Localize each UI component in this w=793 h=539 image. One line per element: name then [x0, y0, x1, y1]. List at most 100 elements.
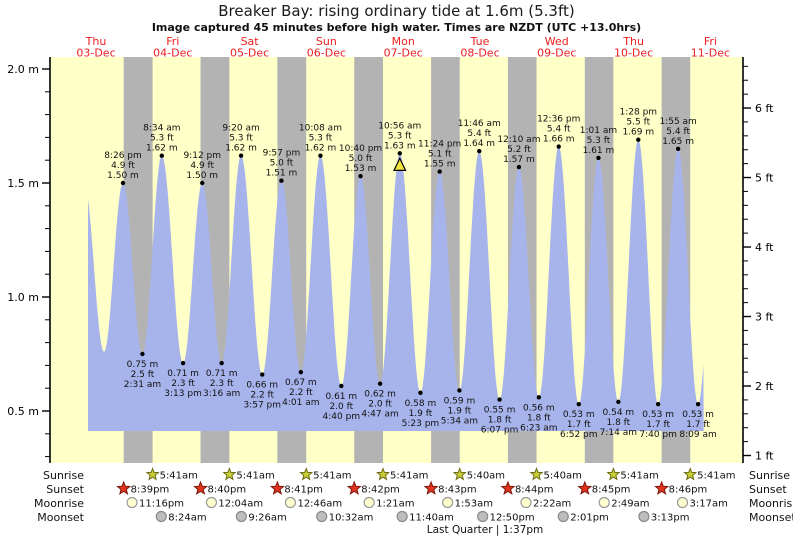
sunrise-icon — [376, 467, 390, 481]
tide-extreme-low: 0.66 m2.2 ft3:57 pm — [243, 372, 281, 411]
moonset-entry: 9:26am — [235, 510, 287, 523]
tide-extreme-annotation: 8:09 am — [679, 430, 716, 440]
moonset-time: 9:26am — [248, 512, 286, 523]
tide-extreme-annotation: 1.55 m — [424, 160, 456, 170]
tide-extreme-dot — [536, 395, 542, 400]
sunset-icon — [116, 480, 132, 495]
tide-extreme-annotation: 7:40 pm — [639, 430, 677, 440]
tide-extreme-annotation: 5.0 ft — [349, 154, 373, 164]
tide-extreme-annotation: 7:14 am — [600, 428, 637, 438]
tide-extreme-annotation: 1.8 ft — [527, 413, 551, 423]
sunset-icon — [193, 480, 208, 495]
tide-extreme-dot — [616, 399, 621, 405]
sunset-time: 8:45pm — [592, 484, 631, 495]
moonrise-entry: 12:04am — [205, 496, 263, 509]
tide-extreme-annotation: 0.62 m — [364, 390, 396, 400]
tide-extreme-annotation: 2.2 ft — [289, 388, 313, 398]
tide-extreme-annotation: 1.62 m — [305, 144, 337, 154]
sunrise-icon — [222, 467, 237, 481]
day-name: Wed — [545, 35, 569, 48]
tide-extreme-annotation: 0.53 m — [563, 410, 595, 420]
tide-extreme-low: 0.61 m2.0 ft4:40 pm — [323, 383, 360, 422]
day-date: 09-Dec — [537, 47, 576, 60]
moonrise-icon — [126, 496, 138, 509]
day-date: 07-Dec — [384, 47, 423, 60]
tide-extreme-annotation: 6:52 pm — [560, 430, 598, 440]
tide-extreme-annotation: 1.62 m — [225, 144, 257, 154]
moonset-time: 3:13pm — [651, 512, 690, 523]
tide-extreme-annotation: 8:26 pm — [104, 151, 142, 161]
tide-extreme-annotation: 1.50 m — [107, 171, 139, 181]
tide-extreme-annotation: 1.7 ft — [567, 420, 591, 430]
moonset-icon — [557, 510, 569, 523]
tide-extreme-dot — [298, 370, 304, 375]
day-name: Sun — [316, 35, 337, 48]
tide-extreme-annotation: 1.62 m — [146, 144, 178, 154]
tide-extreme-annotation: 12:10 am — [497, 135, 540, 145]
sunset-row-label-right: Sunset — [749, 483, 787, 496]
sunset-time: 8:40pm — [208, 484, 247, 495]
y-axis-label-ft: 3 ft — [755, 311, 774, 324]
tide-extreme-annotation: 4:01 am — [282, 398, 319, 408]
sunrise-time: 5:41am — [620, 470, 658, 481]
tide-extreme-high: 9:20 am5.3 ft1.62 m — [222, 124, 260, 158]
tide-extreme-annotation: 0.53 m — [682, 410, 714, 420]
moonset-entry: 12:50pm — [477, 510, 535, 523]
tide-extreme-annotation: 1.7 ft — [646, 420, 670, 430]
sunrise-row-label-right: Sunrise — [749, 469, 791, 482]
tide-extreme-annotation: 10:40 pm — [339, 144, 382, 154]
tide-extreme-dot — [675, 146, 681, 151]
sunset-time: 8:42pm — [361, 484, 400, 495]
tide-extreme-annotation: 5.3 ft — [388, 131, 412, 141]
tide-extreme-annotation: 5.5 ft — [626, 118, 650, 128]
sunrise-icon — [452, 467, 467, 481]
y-axis-label-m: 0.5 m — [7, 405, 39, 418]
sunset-time: 8:44pm — [515, 484, 554, 495]
moonset-entry: 11:40am — [396, 510, 454, 523]
tide-extreme-high: 9:57 pm5.0 ft1.51 m — [263, 149, 300, 183]
moonset-entry: 3:13pm — [638, 510, 690, 523]
sunrise-time: 5:41am — [390, 470, 428, 481]
tide-extreme-annotation: 0.54 m — [603, 408, 635, 418]
tide-extreme-annotation: 5.3 ft — [309, 134, 333, 144]
sunset-entry: 8:39pm — [116, 480, 169, 495]
sunrise-entry: 5:41am — [683, 467, 736, 481]
tide-extreme-annotation: 1.8 ft — [606, 418, 630, 428]
tide-extreme-high: 10:08 am5.3 ft1.62 m — [299, 124, 342, 158]
tide-extreme-high: 11:46 am5.4 ft1.64 m — [458, 119, 501, 154]
tide-extreme-high: 11:24 pm5.1 ft1.55 m — [418, 140, 461, 174]
y-axis-label-ft: 2 ft — [755, 380, 774, 393]
tide-extreme-dot — [576, 401, 581, 407]
tide-extreme-dot — [457, 388, 462, 393]
sunrise-row-label-left: Sunrise — [42, 469, 84, 482]
tide-extreme-annotation: 0.71 m — [206, 369, 238, 379]
current-tide-marker-icon — [393, 156, 407, 171]
sunset-icon — [654, 480, 670, 495]
y-axis-label-ft: 4 ft — [755, 241, 774, 254]
tide-extreme-annotation: 2:31 am — [124, 380, 161, 390]
sunset-entry: 8:44pm — [500, 480, 554, 495]
y-axis-label-ft: 5 ft — [755, 172, 774, 185]
tide-extreme-annotation: 1:28 pm — [620, 108, 658, 118]
tide-extreme-dot — [377, 381, 383, 386]
tide-extreme-annotation: 0.75 m — [127, 360, 159, 370]
tide-extreme-high: 10:56 am5.3 ft1.63 m — [378, 121, 421, 171]
moonrise-entry: 1:53am — [442, 496, 493, 509]
sunset-entry: 8:40pm — [193, 480, 247, 495]
sunrise-icon — [606, 467, 621, 481]
moonrise-time: 12:04am — [218, 498, 263, 509]
tide-extreme-annotation: 3:13 pm — [164, 389, 202, 399]
day-name: Tue — [470, 35, 490, 48]
tide-curve — [88, 139, 704, 432]
tide-extreme-annotation: 6:23 am — [520, 423, 557, 433]
tide-extreme-annotation: 2.5 ft — [131, 370, 155, 380]
tide-extreme-dot — [260, 372, 265, 377]
y-axis-label-m: 1.0 m — [7, 291, 39, 304]
moonrise-entry: 1:21am — [363, 496, 414, 509]
tide-extreme-high: 12:10 am5.2 ft1.57 m — [497, 135, 540, 170]
tide-extreme-annotation: 2.3 ft — [171, 379, 195, 389]
